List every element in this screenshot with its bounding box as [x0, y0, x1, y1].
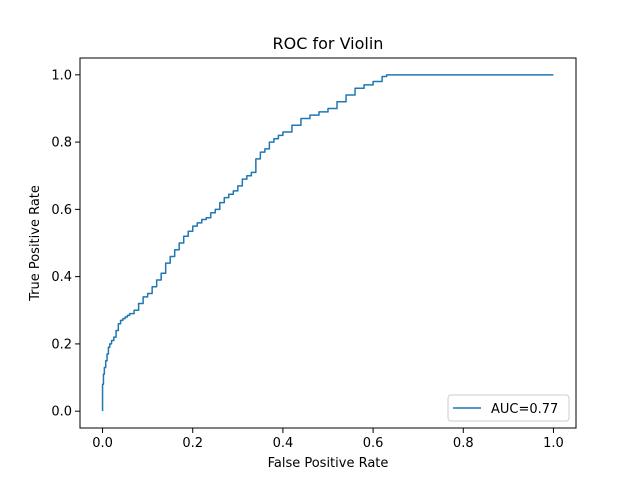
x-tick-label: 0.4: [273, 436, 294, 451]
plot-area-frame: [79, 57, 577, 429]
x-tick-label: 0.6: [363, 436, 384, 451]
y-tick-label: 1.0: [51, 68, 72, 83]
x-axis-label: False Positive Rate: [268, 456, 389, 471]
y-tick-label: 0.8: [51, 136, 72, 151]
x-tick-label: 0.2: [182, 436, 203, 451]
legend: AUC=0.77: [447, 394, 570, 422]
x-axis-ticks: 0.0 0.2 0.4 0.6 0.8 1.0: [92, 428, 564, 451]
y-tick-label: 0.0: [51, 405, 72, 420]
y-tick-label: 0.4: [51, 270, 72, 285]
legend-box: [447, 394, 570, 422]
y-axis-ticks: 0.0 0.2 0.4 0.6 0.8 1.0: [51, 68, 80, 420]
y-tick-label: 0.6: [51, 203, 72, 218]
roc-curve-line: [101, 74, 554, 412]
y-axis-label: True Positive Rate: [28, 185, 43, 302]
legend-entry-label: AUC=0.77: [491, 402, 558, 417]
x-tick-label: 0.0: [92, 436, 113, 451]
plot-marks: [101, 74, 554, 412]
y-tick-label: 0.2: [51, 337, 72, 352]
x-tick-label: 0.8: [453, 436, 474, 451]
chart-title: ROC for Violin: [273, 34, 384, 53]
x-tick-label: 1.0: [543, 436, 564, 451]
